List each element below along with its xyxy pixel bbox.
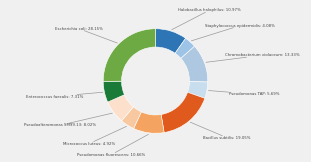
Wedge shape [122, 107, 141, 128]
Wedge shape [103, 29, 156, 81]
Wedge shape [181, 46, 208, 82]
Text: Bacillus subtilis: 19.05%: Bacillus subtilis: 19.05% [190, 122, 251, 140]
Text: Halobacillus halophilus: 10.97%: Halobacillus halophilus: 10.97% [172, 8, 241, 30]
Wedge shape [108, 95, 133, 121]
Text: Pseudomonas TAP: 5.69%: Pseudomonas TAP: 5.69% [208, 91, 279, 96]
Wedge shape [156, 29, 186, 53]
Text: Chromobacterium violaceum: 13.33%: Chromobacterium violaceum: 13.33% [206, 53, 300, 62]
Text: Staphylococcus epidermidis: 4.08%: Staphylococcus epidermidis: 4.08% [191, 24, 275, 41]
Text: Micrococcus luteus: 4.92%: Micrococcus luteus: 4.92% [63, 126, 127, 145]
Wedge shape [103, 81, 124, 102]
Wedge shape [134, 112, 164, 133]
Text: Escherichia coli: 28.15%: Escherichia coli: 28.15% [55, 27, 117, 43]
Wedge shape [188, 82, 208, 98]
Text: Pseudomonas fluorescens: 10.66%: Pseudomonas fluorescens: 10.66% [77, 134, 148, 156]
Wedge shape [175, 38, 194, 58]
Wedge shape [161, 92, 205, 133]
Text: Pseudoalteromonas SM99.13: 8.02%: Pseudoalteromonas SM99.13: 8.02% [24, 113, 112, 127]
Text: Enterococcus faecalis: 7.31%: Enterococcus faecalis: 7.31% [26, 92, 103, 98]
